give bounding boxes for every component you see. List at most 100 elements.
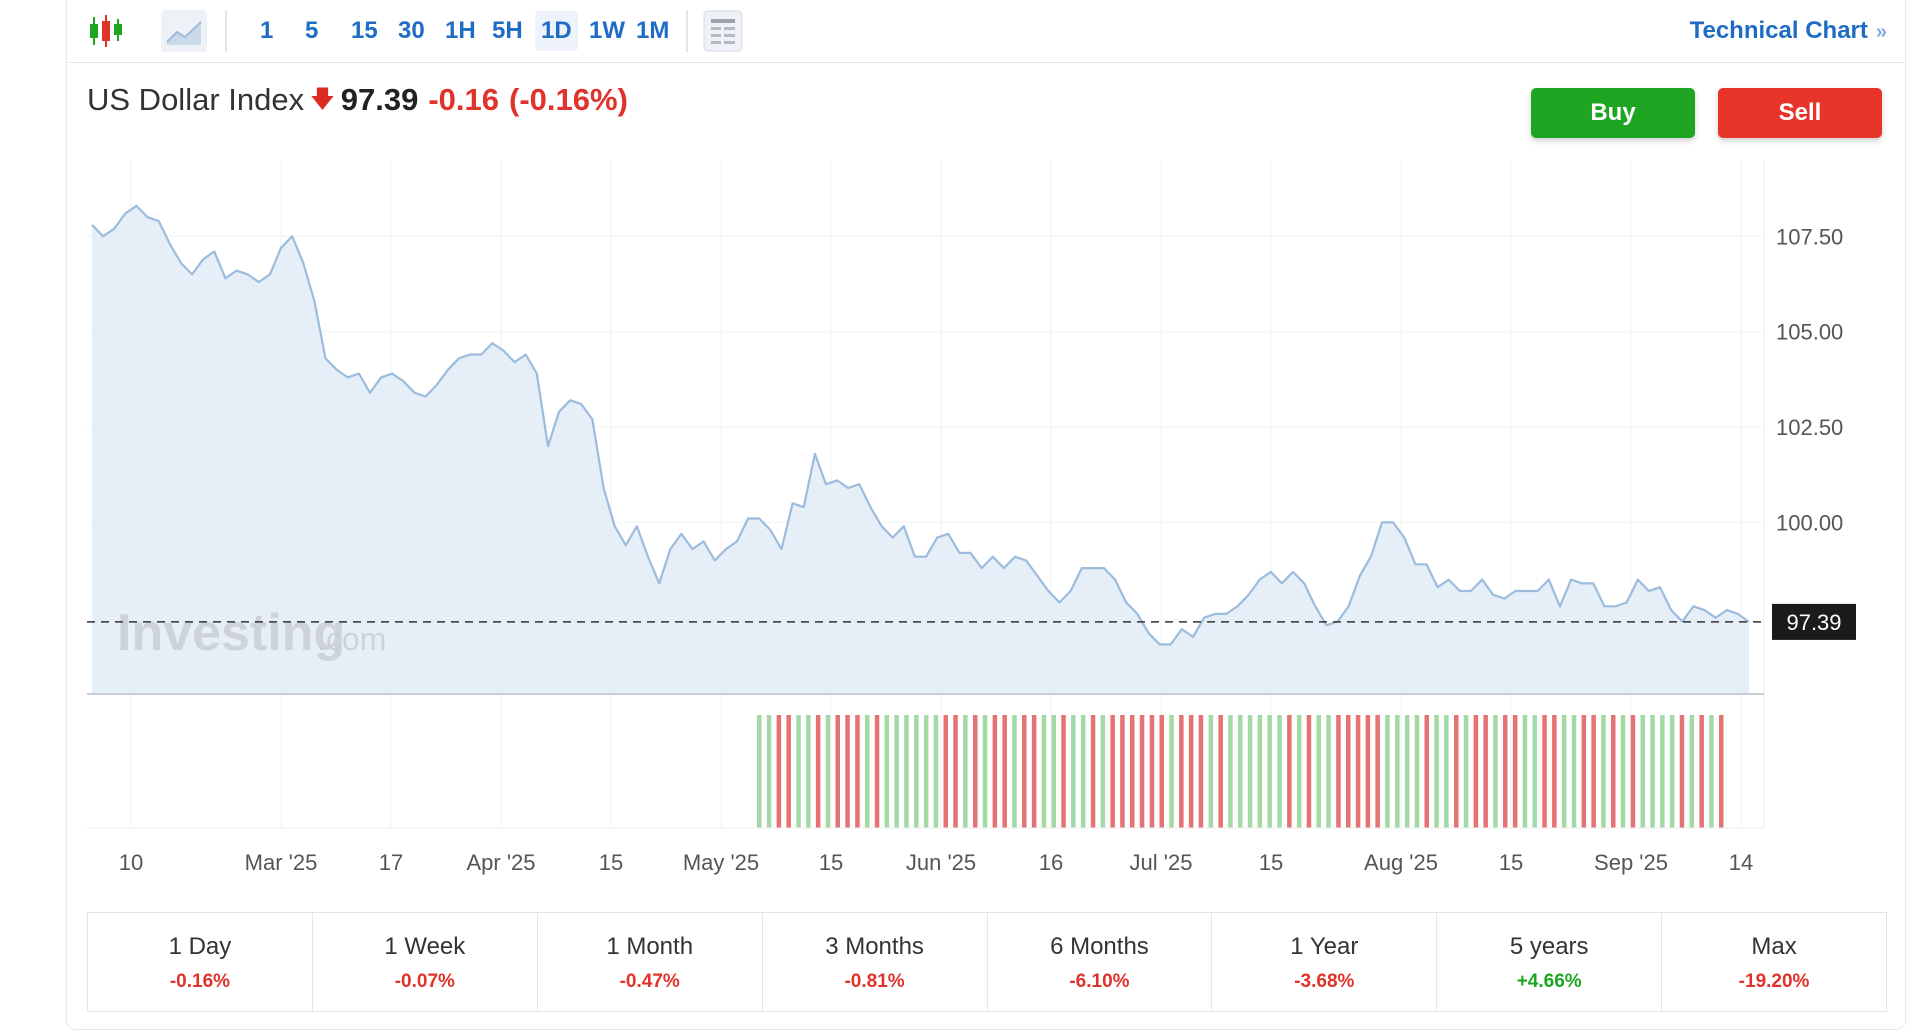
volume-bar: [1188, 715, 1194, 828]
volume-bar: [943, 715, 948, 828]
volume-bar: [1071, 715, 1076, 828]
chart-toolbar: 1 5 15 30 1H 5H 1D 1W 1M Technical Chart…: [67, 0, 1905, 63]
volume-bar: [1012, 715, 1017, 828]
volume-bar: [1571, 715, 1577, 828]
volume-bar: [1198, 715, 1204, 828]
x-axis-tick-label: Apr '25: [466, 850, 535, 875]
y-axis-tick-label: 102.50: [1776, 415, 1843, 440]
candlestick-chart-icon[interactable]: [87, 13, 125, 54]
volume-bar: [835, 715, 840, 828]
interval-15-min[interactable]: 15: [351, 17, 378, 44]
volume-bar: [1218, 715, 1223, 828]
period-label: 1 Month: [606, 933, 694, 960]
sell-button[interactable]: Sell: [1718, 88, 1882, 138]
volume-bar: [1179, 715, 1184, 828]
volume-bar: [1100, 715, 1106, 828]
buy-button[interactable]: Buy: [1531, 88, 1695, 138]
price-change-percent: (-0.16%): [509, 82, 628, 117]
period-label: 6 Months: [1050, 933, 1149, 960]
volume-bar: [766, 715, 772, 828]
x-axis-tick-label: 15: [1259, 850, 1283, 875]
volume-bar: [1139, 715, 1145, 828]
volume-bar: [1552, 715, 1557, 828]
volume-bar: [1561, 715, 1567, 828]
volume-bar: [1208, 715, 1214, 828]
volume-bar: [1247, 715, 1253, 828]
period-change: -19.20%: [1738, 971, 1810, 992]
volume-bar: [1601, 715, 1606, 828]
volume-bar: [1002, 715, 1007, 828]
volume-bar: [1709, 715, 1714, 828]
volume-bar: [1669, 715, 1675, 828]
volume-bar: [1238, 715, 1243, 828]
investing-watermark-suffix: .com: [317, 621, 386, 657]
volume-bar: [1542, 715, 1547, 828]
volume-bar: [806, 715, 811, 828]
volume-bar: [1346, 715, 1351, 828]
interval-1-min[interactable]: 1: [260, 17, 274, 44]
volume-bar: [1650, 715, 1655, 828]
volume-bar: [1679, 715, 1685, 828]
volume-bar: [1434, 715, 1439, 828]
period-1-year[interactable]: 1 Year -3.68%: [1212, 913, 1438, 1011]
period-1-month[interactable]: 1 Month -0.47%: [538, 913, 763, 1011]
table-view-icon[interactable]: [703, 10, 743, 57]
interval-30-min[interactable]: 30: [398, 17, 425, 44]
volume-bar: [1444, 715, 1449, 828]
technical-chart-link[interactable]: Technical Chart »: [1690, 0, 1887, 62]
period-label: 3 Months: [825, 933, 924, 960]
period-6-months[interactable]: 6 Months -6.10%: [988, 913, 1213, 1011]
period-change: +4.66%: [1516, 971, 1582, 992]
volume-bar: [894, 715, 899, 828]
volume-bar: [1277, 715, 1282, 828]
volume-bar: [845, 715, 850, 828]
period-max[interactable]: Max -19.20%: [1662, 913, 1886, 1011]
performance-periods: 1 Day -0.16% 1 Week -0.07% 1 Month -0.47% 3…: [87, 912, 1887, 1012]
interval-1-month[interactable]: 1M: [636, 17, 670, 44]
period-change: -0.47%: [619, 971, 680, 992]
volume-bar: [1719, 715, 1724, 828]
period-label: Max: [1751, 933, 1797, 960]
x-axis-tick-label: 15: [819, 850, 843, 875]
volume-bar: [757, 715, 762, 828]
volume-bar: [1630, 715, 1636, 828]
period-1-day[interactable]: 1 Day -0.16%: [88, 913, 313, 1011]
instrument-name: US Dollar Index: [87, 82, 305, 117]
y-axis-tick-label: 105.00: [1776, 320, 1843, 345]
investing-watermark: Investing: [117, 604, 345, 662]
last-price-badge: [1772, 603, 1856, 640]
y-axis-tick-label: 107.50: [1776, 224, 1843, 249]
price-line: [91, 204, 1750, 646]
period-change: -6.10%: [1069, 971, 1130, 992]
volume-bar: [1287, 715, 1292, 828]
period-3-months[interactable]: 3 Months -0.81%: [763, 913, 988, 1011]
interval-1-week[interactable]: 1W: [589, 17, 625, 44]
x-axis-tick-label: Aug '25: [1364, 850, 1438, 875]
area-chart-icon[interactable]: [161, 10, 207, 57]
x-axis-tick-label: Jun '25: [906, 850, 976, 875]
volume-bar: [1296, 715, 1302, 828]
x-axis-tick-label: 15: [599, 850, 623, 875]
price-chart[interactable]: 107.50 105.00 102.50 100.00 Investing.com 97.…: [67, 0, 1907, 900]
volume-bar: [914, 715, 919, 828]
interval-1-day[interactable]: 1D: [535, 11, 578, 51]
volume-bar: [1660, 715, 1665, 828]
period-label: 5 years: [1509, 933, 1589, 960]
volume-bar: [1581, 715, 1587, 828]
volume-bar: [796, 715, 801, 828]
interval-5-hour[interactable]: 5H: [492, 17, 523, 44]
volume-bar: [815, 715, 821, 828]
interval-1-hour[interactable]: 1H: [445, 17, 476, 44]
volume-bar: [982, 715, 988, 828]
volume-bar: [1640, 715, 1645, 828]
volume-bar: [933, 715, 939, 828]
volume-bar: [865, 715, 870, 828]
period-5-years[interactable]: 5 years +4.66%: [1437, 913, 1663, 1011]
interval-5-min[interactable]: 5: [305, 17, 319, 44]
volume-bar: [1355, 715, 1361, 828]
volume-bar: [1375, 715, 1380, 828]
price-change: -0.16: [428, 82, 500, 117]
period-label: 1 Week: [384, 933, 466, 960]
period-1-week[interactable]: 1 Week -0.07%: [313, 913, 538, 1011]
volume-bar: [825, 715, 831, 828]
